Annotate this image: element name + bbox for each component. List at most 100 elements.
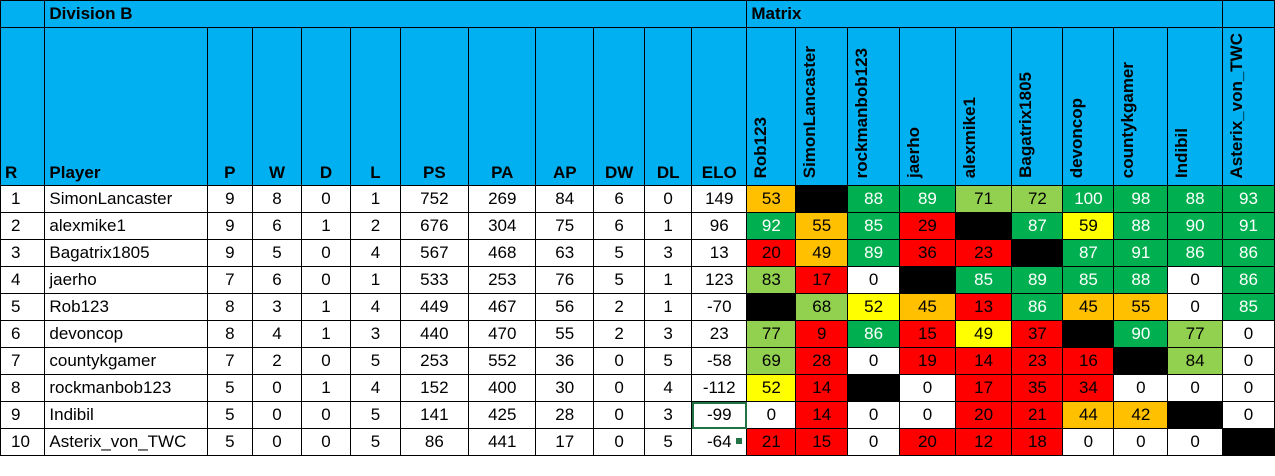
matrix-cell[interactable]: 19 (899, 347, 956, 375)
cell-l[interactable]: 1 (350, 185, 401, 213)
cell-dw[interactable]: 0 (593, 374, 646, 402)
matrix-cell[interactable]: 98 (1113, 185, 1169, 213)
matrix-cell[interactable]: 0 (847, 347, 901, 375)
cell-player[interactable]: jaerho (44, 266, 208, 294)
cell-dl[interactable]: 1 (644, 212, 693, 240)
matrix-cell[interactable]: 0 (1221, 320, 1275, 348)
matrix-cell[interactable]: 20 (954, 401, 1013, 429)
cell-ps[interactable]: 141 (399, 401, 470, 429)
cell-dw[interactable]: 0 (593, 401, 646, 429)
matrix-header-cell[interactable]: Rob123 (746, 27, 797, 186)
cell-p[interactable]: 5 (206, 401, 254, 429)
cell-ps[interactable]: 449 (399, 293, 470, 321)
matrix-cell[interactable]: 13 (954, 293, 1013, 321)
column-header-elo[interactable]: ELO (691, 27, 748, 186)
cell-d[interactable]: 0 (300, 266, 352, 294)
matrix-cell[interactable]: 16 (1062, 347, 1115, 375)
matrix-cell[interactable]: 87 (1062, 239, 1115, 267)
matrix-cell[interactable]: 0 (1167, 293, 1223, 321)
column-header-p[interactable]: P (206, 27, 254, 186)
matrix-cell[interactable]: 21 (1011, 401, 1064, 429)
column-header-r[interactable]: R (0, 27, 46, 186)
matrix-cell[interactable]: 52 (746, 374, 797, 402)
column-header-dl[interactable]: DL (644, 27, 693, 186)
matrix-cell[interactable]: 85 (1221, 293, 1275, 321)
cell-l[interactable]: 1 (350, 266, 401, 294)
cell-elo[interactable]: 149 (691, 185, 748, 213)
cell-player[interactable]: Rob123 (44, 293, 208, 321)
cell-ap[interactable]: 17 (535, 428, 595, 456)
matrix-cell[interactable]: 0 (899, 374, 956, 402)
matrix-cell[interactable]: 14 (954, 347, 1013, 375)
cell-d[interactable]: 1 (300, 320, 352, 348)
matrix-cell[interactable]: 45 (1062, 293, 1115, 321)
matrix-cell[interactable] (899, 266, 956, 294)
matrix-cell[interactable]: 36 (899, 239, 956, 267)
matrix-cell[interactable]: 68 (795, 293, 849, 321)
cell-d[interactable]: 0 (300, 428, 352, 456)
cell-elo[interactable]: -70 (691, 293, 748, 321)
matrix-cell[interactable] (1011, 239, 1064, 267)
matrix-cell[interactable]: 12 (954, 428, 1013, 456)
column-header-ap[interactable]: AP (535, 27, 595, 186)
matrix-cell[interactable]: 28 (795, 347, 849, 375)
matrix-cell[interactable] (1221, 428, 1275, 456)
matrix-cell[interactable]: 21 (746, 428, 797, 456)
header-blank-cell[interactable] (0, 0, 46, 28)
matrix-cell[interactable]: 0 (1167, 266, 1223, 294)
cell-r[interactable]: 4 (0, 266, 46, 294)
matrix-cell[interactable]: 100 (1062, 185, 1115, 213)
cell-pa[interactable]: 425 (468, 401, 537, 429)
matrix-cell[interactable] (1113, 347, 1169, 375)
cell-pa[interactable]: 467 (468, 293, 537, 321)
matrix-cell[interactable]: 15 (795, 428, 849, 456)
matrix-cell[interactable]: 86 (1221, 266, 1275, 294)
cell-ps[interactable]: 533 (399, 266, 470, 294)
cell-w[interactable]: 6 (252, 266, 302, 294)
matrix-cell[interactable]: 88 (847, 185, 901, 213)
matrix-header-cell[interactable]: devoncop (1062, 27, 1115, 186)
cell-w[interactable]: 6 (252, 212, 302, 240)
cell-r[interactable]: 1 (0, 185, 46, 213)
matrix-header-cell[interactable]: jaerho (899, 27, 956, 186)
matrix-cell[interactable]: 17 (795, 266, 849, 294)
matrix-cell[interactable]: 29 (899, 212, 956, 240)
matrix-cell[interactable]: 69 (746, 347, 797, 375)
cell-ap[interactable]: 30 (535, 374, 595, 402)
matrix-cell[interactable]: 88 (1167, 185, 1223, 213)
cell-ap[interactable]: 55 (535, 320, 595, 348)
cell-d[interactable]: 1 (300, 212, 352, 240)
matrix-cell[interactable]: 20 (746, 239, 797, 267)
matrix-cell[interactable]: 0 (847, 428, 901, 456)
matrix-cell[interactable]: 91 (1221, 212, 1275, 240)
matrix-cell[interactable]: 17 (954, 374, 1013, 402)
cell-p[interactable]: 9 (206, 239, 254, 267)
matrix-cell[interactable]: 89 (847, 239, 901, 267)
cell-dl[interactable]: 5 (644, 347, 693, 375)
cell-ps[interactable]: 253 (399, 347, 470, 375)
matrix-cell[interactable]: 55 (795, 212, 849, 240)
cell-dl[interactable]: 5 (644, 428, 693, 456)
matrix-cell[interactable]: 85 (954, 266, 1013, 294)
cell-r[interactable]: 3 (0, 239, 46, 267)
matrix-cell[interactable]: 86 (1221, 239, 1275, 267)
matrix-cell[interactable]: 71 (954, 185, 1013, 213)
cell-d[interactable]: 0 (300, 185, 352, 213)
cell-dw[interactable]: 0 (593, 428, 646, 456)
matrix-cell[interactable]: 20 (899, 428, 956, 456)
matrix-cell[interactable] (795, 185, 849, 213)
matrix-cell[interactable]: 53 (746, 185, 797, 213)
cell-dl[interactable]: 1 (644, 266, 693, 294)
cell-ap[interactable]: 76 (535, 266, 595, 294)
cell-player[interactable]: countykgamer (44, 347, 208, 375)
matrix-cell[interactable]: 15 (899, 320, 956, 348)
column-header-player[interactable]: Player (44, 27, 208, 186)
matrix-cell[interactable]: 86 (847, 320, 901, 348)
matrix-cell[interactable]: 35 (1011, 374, 1064, 402)
matrix-cell[interactable] (847, 374, 901, 402)
cell-ap[interactable]: 36 (535, 347, 595, 375)
cell-ap[interactable]: 28 (535, 401, 595, 429)
matrix-cell[interactable]: 42 (1113, 401, 1169, 429)
cell-player[interactable]: Asterix_von_TWC (44, 428, 208, 456)
selection-fill-handle[interactable] (735, 437, 743, 445)
